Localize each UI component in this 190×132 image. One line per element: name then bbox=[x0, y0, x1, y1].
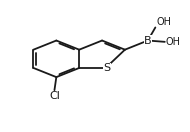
Text: B: B bbox=[144, 36, 152, 46]
Text: OH: OH bbox=[166, 37, 181, 47]
Text: OH: OH bbox=[156, 17, 171, 27]
Text: Cl: Cl bbox=[49, 91, 60, 101]
Text: S: S bbox=[103, 63, 110, 73]
